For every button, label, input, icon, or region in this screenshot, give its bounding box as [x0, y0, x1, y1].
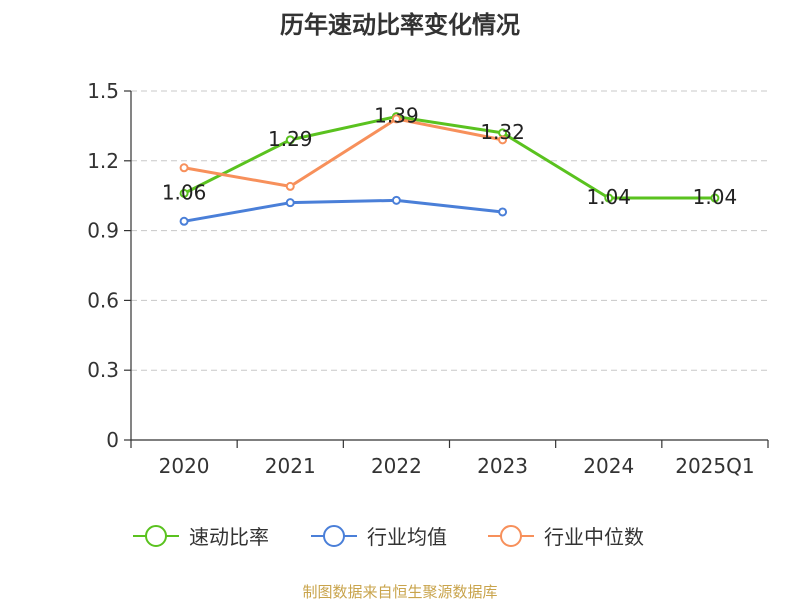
- legend-label: 行业均值: [367, 525, 447, 549]
- legend-item-0[interactable]: 速动比率: [133, 525, 269, 549]
- series-1-point: [179, 216, 189, 226]
- series-0-point: [710, 193, 720, 203]
- x-tick-label: 2024: [583, 454, 634, 478]
- grid-lines: [131, 90, 768, 371]
- series-1-line: [183, 198, 503, 223]
- series-2-line: [183, 117, 503, 188]
- data-label: 1.29: [268, 127, 313, 151]
- x-tick-label: 2020: [159, 454, 210, 478]
- data-label: 1.32: [480, 120, 525, 144]
- legend-label: 速动比率: [189, 525, 269, 549]
- series-1-point: [498, 207, 508, 217]
- y-tick-label: 0: [106, 428, 119, 452]
- source-note: 制图数据来自恒生聚源数据库: [302, 583, 497, 600]
- series-2-point: [498, 135, 508, 145]
- series-0-line: [183, 115, 715, 200]
- axes: [130, 91, 768, 441]
- y-tick-label: 0.6: [87, 288, 119, 312]
- series-1-point: [391, 195, 401, 205]
- chart-title: 历年速动比率变化情况: [280, 11, 520, 39]
- data-label: 1.04: [693, 185, 738, 209]
- x-tick-label: 2022: [371, 454, 422, 478]
- y-tick-label: 0.9: [87, 219, 119, 243]
- legend-item-2[interactable]: 行业中位数: [488, 525, 644, 549]
- legend-label: 行业中位数: [544, 525, 644, 549]
- series-2-point: [179, 163, 189, 173]
- data-label: 1.04: [586, 185, 631, 209]
- y-axis-ticks: 0 0.3 0.6 0.9 1.2 1.5: [87, 79, 131, 452]
- x-tick-label: 2025Q1: [675, 454, 754, 478]
- x-tick-label: 2021: [265, 454, 316, 478]
- data-labels: 1.06 1.29 1.39 1.32 1.04 1.04: [162, 104, 737, 209]
- legend-marker-icon: [323, 525, 345, 547]
- legend-marker-icon: [145, 525, 167, 547]
- series-1-point: [285, 198, 295, 208]
- legend[interactable]: 速动比率 行业均值 行业中位数: [133, 525, 644, 549]
- series-group: [179, 112, 720, 226]
- series-0-point: [179, 188, 189, 198]
- series-0-point: [285, 135, 295, 145]
- x-tick-label: 2023: [477, 454, 528, 478]
- series-2-point: [391, 114, 401, 124]
- legend-marker-icon: [500, 525, 522, 547]
- data-label: 1.39: [374, 104, 419, 128]
- y-tick-label: 1.5: [87, 79, 119, 103]
- series-2-point: [285, 181, 295, 191]
- y-tick-label: 1.2: [87, 149, 119, 173]
- y-tick-label: 0.3: [87, 358, 119, 382]
- x-axis-ticks: 2020 2021 2022 2023 2024 2025Q1: [130, 440, 769, 478]
- series-0-point: [604, 193, 614, 203]
- legend-item-1[interactable]: 行业均值: [311, 525, 447, 549]
- data-label: 1.06: [162, 180, 207, 204]
